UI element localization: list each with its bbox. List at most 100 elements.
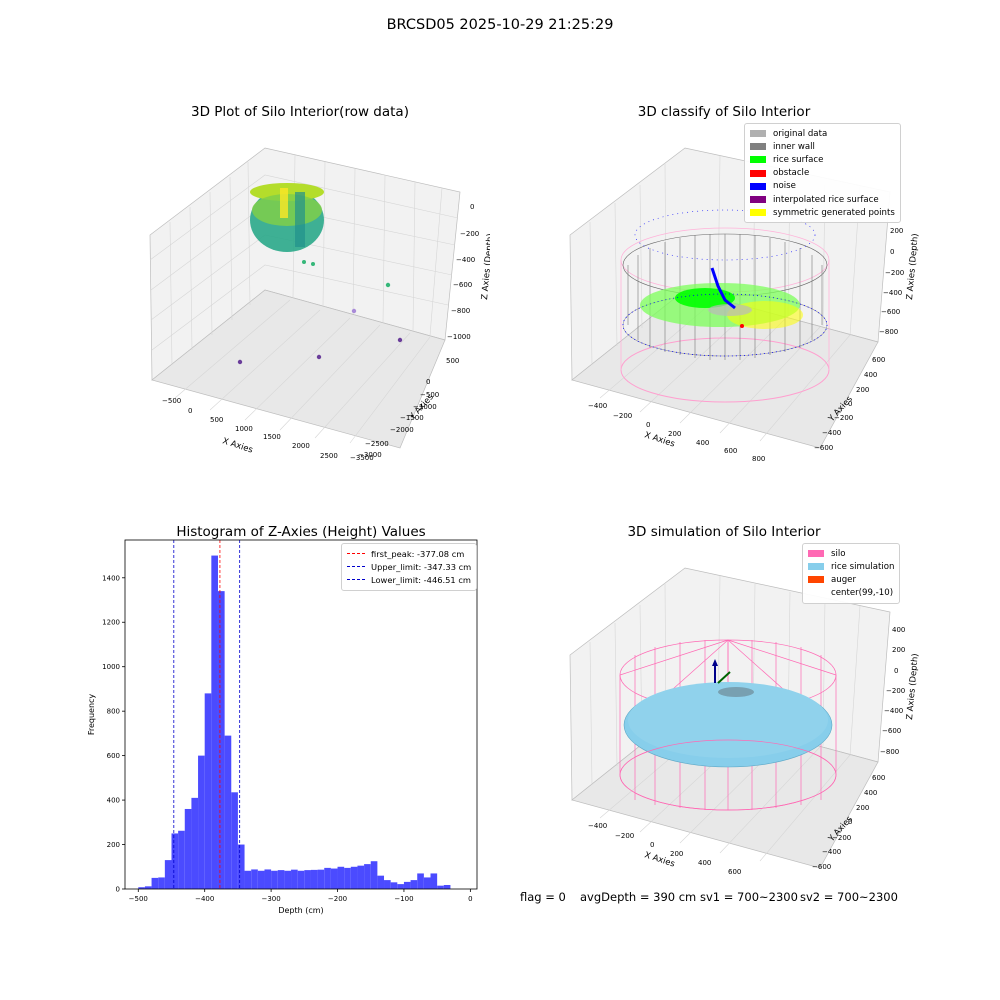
raw-y-tick: 0 <box>426 378 430 386</box>
legend-label: noise <box>773 181 796 192</box>
legend-item-silo: silo <box>808 547 894 560</box>
legend-item-auger: auger <box>808 573 894 586</box>
histogram-y-tick: 1200 <box>102 619 120 627</box>
swatch-rice-surface <box>750 156 766 164</box>
raw-outlier-point <box>385 282 391 288</box>
classify-y-tick: 0 <box>848 400 852 408</box>
classify-z-tick: 200 <box>890 227 903 235</box>
simulation-z-tick: −600 <box>882 727 901 735</box>
simulation-y-tick: 400 <box>864 789 877 797</box>
histogram-bar <box>257 870 265 889</box>
histogram-bar <box>211 555 218 889</box>
raw-y-tick: −2500 <box>365 440 389 448</box>
raw-x-tick: 1000 <box>235 425 253 433</box>
histogram-bar <box>151 877 159 889</box>
histogram-bar <box>144 886 152 889</box>
histogram-y-tick: 1400 <box>102 574 120 582</box>
raw-y-tick: −3500 <box>350 454 374 462</box>
raw-x-tick: 2000 <box>292 442 310 450</box>
legend-label: rice simulation <box>831 561 895 572</box>
histogram-bar <box>158 877 165 889</box>
simulation-y-tick: 600 <box>872 774 885 782</box>
raw-outlier-point <box>397 337 403 343</box>
simulation-z-tick: 200 <box>892 646 905 654</box>
histogram-bar <box>403 881 411 889</box>
classify-floor-pane <box>571 289 879 449</box>
raw-z-tick: 0 <box>470 203 474 211</box>
classify-y-tick: 200 <box>856 386 869 394</box>
histogram-bar <box>217 591 225 889</box>
classify-x-tick: 0 <box>646 421 650 429</box>
histogram-bar <box>244 870 252 889</box>
classify-x-tick: 400 <box>696 439 709 447</box>
raw-x-tick: 0 <box>188 407 192 415</box>
histogram-bar <box>264 869 272 889</box>
swatch-obstacle <box>750 169 766 177</box>
legend-item-rice-surface: rice surface <box>750 153 895 166</box>
histogram-y-tick: 800 <box>107 708 120 716</box>
simulation-y-tick: −600 <box>812 863 831 871</box>
line-upper-limit <box>347 566 365 568</box>
histogram-y-tick: 200 <box>107 841 120 849</box>
simulation-x-tick: 600 <box>728 868 741 876</box>
status-sv1: sv1 = 700~2300 <box>700 890 798 904</box>
histogram-x-tick: 0 <box>468 895 472 903</box>
histogram-x-axis-label: Depth (cm) <box>278 906 323 915</box>
line-first-peak <box>347 553 365 555</box>
simulation-x-tick: −400 <box>588 822 607 830</box>
simulation-legend: silo rice simulation auger center(99,-10… <box>802 543 901 604</box>
raw-x-tick: 500 <box>210 416 223 424</box>
histogram-y-tick: 400 <box>107 797 120 805</box>
classify-y-tick: −600 <box>814 444 833 452</box>
histogram-y-tick: 0 <box>116 886 120 894</box>
histogram-bar <box>251 869 258 889</box>
simulation-x-tick: 400 <box>698 859 711 867</box>
simulation-z-tick: 0 <box>894 667 898 675</box>
histogram-bar <box>390 882 398 889</box>
raw-x-tick: 1500 <box>263 433 281 441</box>
histogram-bar <box>138 887 145 889</box>
classify-x-tick: −200 <box>613 412 632 420</box>
raw-point-cloud <box>237 183 403 365</box>
raw-y-tick: −2000 <box>390 426 414 434</box>
simulation-auger <box>717 671 731 684</box>
histogram-bar <box>324 867 331 889</box>
swatch-rice-simulation <box>808 563 824 571</box>
raw-y-tick: −1500 <box>400 414 424 422</box>
raw-3d-plot: −500 0 500 1000 1500 2000 2500 X Axies 5… <box>149 147 490 462</box>
simulation-z-tick: −400 <box>884 707 903 715</box>
legend-label: rice surface <box>773 154 824 165</box>
histogram-title: Histogram of Z-Axies (Height) Values <box>176 524 426 540</box>
legend-item-noise: noise <box>750 180 895 193</box>
classify-noise-cluster <box>710 267 736 310</box>
histogram-bar <box>178 830 185 889</box>
swatch-interpolated <box>750 196 766 204</box>
classify-x-tick: 200 <box>668 430 681 438</box>
raw-z-tick: −400 <box>456 256 475 264</box>
simulation-3d-plot: −400 −200 0 200 400 600 X Axies 600 400 … <box>569 567 920 876</box>
classify-z-tick: −400 <box>883 289 902 297</box>
histogram-x-tick: −200 <box>328 895 347 903</box>
histogram-bar <box>304 870 311 889</box>
legend-item-obstacle: obstacle <box>750 167 895 180</box>
histogram-vlines <box>173 540 241 889</box>
status-avg-depth: avgDepth = 390 cm <box>580 890 697 904</box>
histogram-bar <box>317 869 325 889</box>
raw-outlier-point <box>351 308 357 314</box>
simulation-y-tick: −200 <box>832 834 851 842</box>
histogram-bar <box>277 870 285 889</box>
histogram-bar <box>191 797 199 889</box>
histogram-bar <box>330 868 338 889</box>
raw-axes-panes <box>149 147 461 449</box>
legend-label: Lower_limit: -446.51 cm <box>371 574 471 585</box>
raw-y-tick: −500 <box>420 391 439 399</box>
simulation-plot-title: 3D simulation of Silo Interior <box>627 524 821 540</box>
raw-z-tick: −200 <box>460 230 479 238</box>
classify-obstacle <box>740 324 744 328</box>
histogram-bars <box>138 555 451 889</box>
classify-3d-plot: −400 −200 0 200 400 600 800 X Axies 600 … <box>569 147 920 463</box>
raw-z-tick: −600 <box>453 281 472 289</box>
histogram-bar <box>237 844 245 889</box>
histogram-bar <box>430 873 438 889</box>
figure-suptitle: BRCSD05 2025-10-29 21:25:29 <box>386 17 614 33</box>
